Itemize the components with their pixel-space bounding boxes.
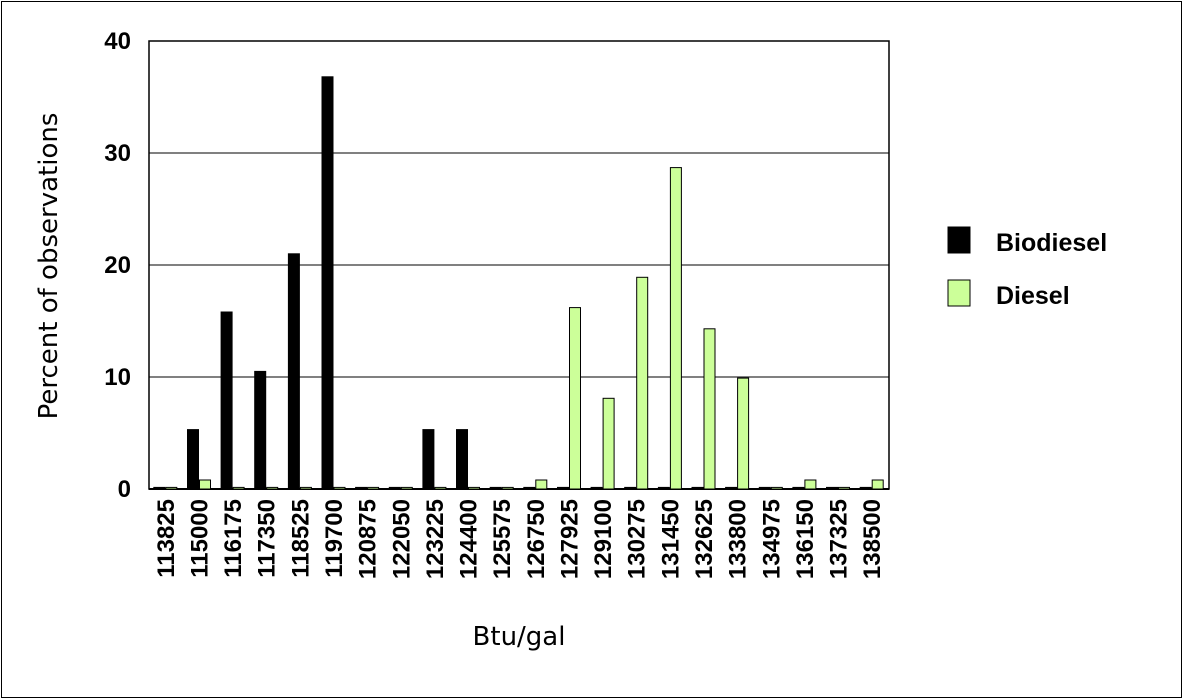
x-tick-label: 133800 — [725, 499, 752, 579]
legend-label-biodiesel: Biodiesel — [996, 229, 1107, 257]
bar-diesel — [165, 486, 178, 490]
bar-diesel — [468, 486, 480, 490]
bar-biodiesel — [826, 486, 838, 490]
x-tick-label: 119700 — [321, 499, 348, 578]
x-tick-label: 136150 — [792, 499, 819, 579]
y-tick-label: 20 — [104, 252, 131, 279]
y-tick-labels: 0 10 20 30 40 — [104, 28, 131, 503]
bar-biodiesel — [725, 486, 738, 490]
bar-diesel — [804, 479, 817, 490]
bar-biodiesel — [355, 486, 368, 490]
bar-biodiesel — [456, 429, 468, 490]
x-tick-label: 124400 — [456, 499, 483, 579]
bar-biodiesel — [557, 486, 569, 490]
bar-diesel — [770, 486, 783, 490]
x-tick-label: 132625 — [691, 499, 718, 579]
x-tick-label: 117350 — [254, 499, 281, 578]
bar-biodiesel — [691, 486, 704, 490]
x-tick-label: 113825 — [153, 499, 180, 578]
x-tick-label: 118525 — [287, 499, 314, 578]
bar-diesel — [232, 486, 245, 490]
bar-biodiesel — [523, 486, 536, 490]
bar-diesel — [703, 328, 716, 490]
bar-diesel — [871, 479, 884, 490]
x-tick-labels: 113825 115000 116175 117350 118525 119700 1208… — [153, 499, 886, 579]
legend-label-diesel: Diesel — [996, 282, 1070, 310]
bar-diesel — [569, 307, 581, 490]
bar-diesel — [838, 486, 850, 490]
bar-biodiesel — [422, 429, 435, 490]
x-tick-label: 131450 — [657, 499, 684, 579]
legend-swatch-diesel — [947, 279, 971, 307]
bar-diesel — [737, 377, 750, 490]
x-tick-label: 138500 — [859, 499, 886, 579]
bar-diesel — [669, 167, 682, 490]
bar-biodiesel — [220, 311, 233, 490]
y-tick-label: 10 — [104, 364, 131, 391]
bar-biodiesel — [254, 370, 267, 490]
bar-biodiesel — [758, 486, 771, 490]
bar-diesel — [535, 479, 548, 490]
bar-diesel — [636, 276, 649, 490]
bar-diesel — [367, 486, 380, 490]
x-tick-label: 125575 — [489, 499, 516, 579]
x-tick-label: 129100 — [590, 499, 617, 579]
bar-biodiesel — [321, 76, 334, 490]
x-tick-label: 122050 — [388, 499, 415, 579]
bars-group — [153, 76, 884, 490]
bar-biodiesel — [388, 486, 401, 490]
legend: Biodiesel Diesel — [947, 226, 1107, 310]
y-tick-label: 30 — [104, 140, 131, 167]
bar-biodiesel — [153, 486, 166, 490]
bar-diesel — [299, 486, 312, 490]
bar-diesel — [266, 486, 279, 490]
x-tick-label: 137325 — [826, 499, 853, 579]
bar-biodiesel — [792, 486, 805, 490]
bar-biodiesel — [287, 253, 300, 490]
x-tick-label: 127925 — [557, 499, 584, 579]
bar-biodiesel — [657, 486, 670, 490]
x-tick-label: 126750 — [523, 499, 550, 579]
bar-diesel — [400, 486, 413, 490]
y-tick-label: 40 — [104, 28, 131, 55]
bar-diesel — [602, 397, 615, 490]
bar-diesel — [434, 486, 447, 490]
bar-diesel — [501, 486, 514, 490]
x-axis-title: Btu/gal — [473, 622, 566, 652]
x-tick-label: 130275 — [624, 499, 651, 579]
bar-biodiesel — [590, 486, 603, 490]
x-tick-label: 123225 — [422, 499, 449, 579]
bar-diesel — [333, 486, 346, 490]
x-tick-label: 115000 — [187, 499, 214, 578]
x-tick-label: 120875 — [355, 499, 382, 579]
x-tick-label: 116175 — [220, 499, 247, 578]
y-tick-label: 0 — [118, 476, 131, 503]
bar-biodiesel — [187, 429, 199, 490]
bar-biodiesel — [859, 486, 872, 490]
bar-biodiesel — [489, 486, 502, 490]
bar-diesel — [199, 479, 211, 490]
x-tick-label: 134975 — [758, 499, 785, 579]
legend-swatch-biodiesel — [947, 226, 971, 254]
bar-biodiesel — [624, 486, 637, 490]
y-axis-title: Percent of observations — [34, 113, 64, 420]
